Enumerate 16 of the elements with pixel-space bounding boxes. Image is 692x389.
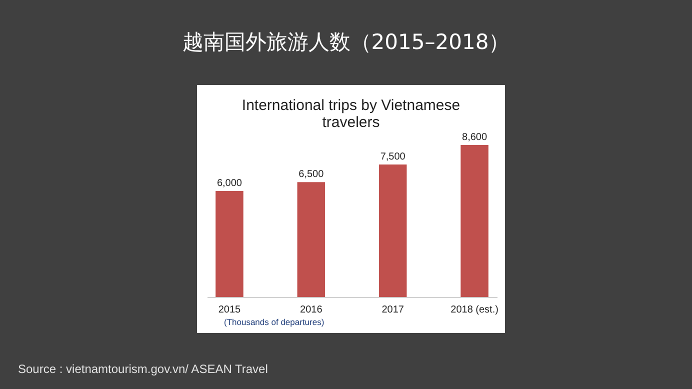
bar xyxy=(378,164,407,297)
x-tick-label: 2017 xyxy=(382,304,404,316)
chart-subtitle: International trips by Vietnamese travelers xyxy=(240,97,462,131)
x-tick-label: 2016 xyxy=(300,304,323,316)
x-tick-label: 2015 xyxy=(218,304,242,316)
data-label: 6,000 xyxy=(216,178,242,189)
chart-title: 越南国外旅游人数（2015–2018） xyxy=(181,29,511,56)
text: (Thousands of departures) xyxy=(224,317,324,327)
data-label: 6,500 xyxy=(298,169,324,180)
bar xyxy=(460,145,488,297)
data-label: 8,600 xyxy=(462,132,488,143)
bar xyxy=(297,182,326,297)
bar xyxy=(216,190,244,297)
data-label: 7,500 xyxy=(380,151,406,162)
x-tick-label: 2018 (est.) xyxy=(450,304,498,316)
source-note: Source : vietnamtourism.gov.vn/ ASEAN Travel xyxy=(18,362,268,376)
